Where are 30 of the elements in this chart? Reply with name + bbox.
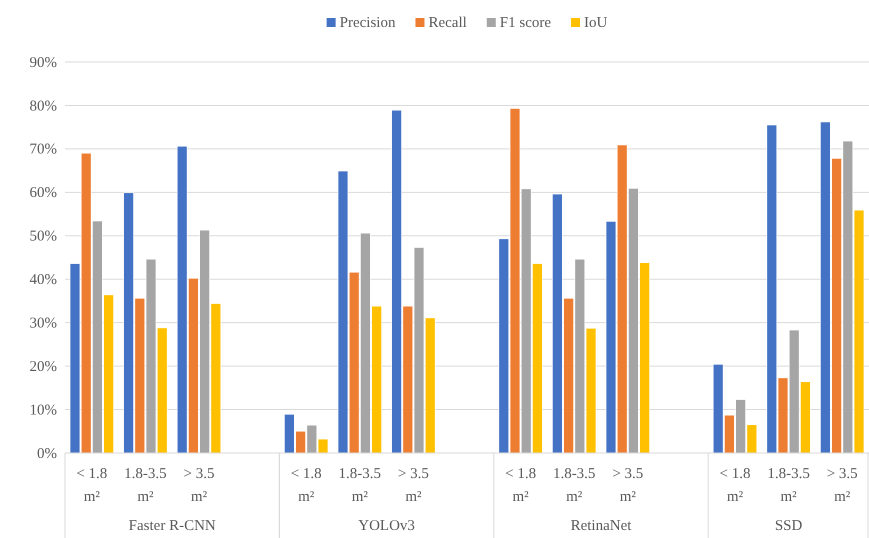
legend-label: Precision bbox=[340, 15, 396, 31]
y-tick-label: 10% bbox=[30, 402, 57, 418]
x-tick-label: < 1.8 m² bbox=[720, 466, 750, 505]
y-tick-label: 80% bbox=[30, 98, 57, 114]
legend-label: Recall bbox=[428, 15, 467, 31]
x-tick-label: 1.8-3.5 m² bbox=[124, 466, 167, 505]
x-tick-label: > 3.5 m² bbox=[184, 466, 214, 505]
text: Faster R-CNN bbox=[128, 518, 216, 534]
x-tick-label: > 3.5 m² bbox=[826, 466, 858, 505]
text: YOLOv3 bbox=[358, 518, 415, 534]
x-tick-label: < 1.8 m² bbox=[290, 466, 322, 505]
y-tick-label: 90% bbox=[30, 54, 57, 71]
x-tick-label: 1.8-3.5 m² bbox=[552, 466, 596, 505]
x-tick-label: < 1.8 m² bbox=[76, 466, 108, 505]
text: SSD bbox=[774, 518, 803, 534]
x-tick-label: < 1.8 m² bbox=[505, 466, 536, 505]
x-tick-label: > 3.5 m² bbox=[612, 466, 644, 505]
legend-label: IoU bbox=[584, 15, 608, 31]
y-tick-label: 40% bbox=[30, 272, 57, 288]
y-tick-label: 60% bbox=[30, 185, 57, 202]
x-tick-label: > 3.5 m² bbox=[398, 466, 429, 505]
x-tick-label: 1.8-3.5 m² bbox=[338, 466, 382, 505]
y-tick-label: 0% bbox=[37, 446, 57, 462]
legend-label: F1 score bbox=[500, 15, 552, 31]
x-tick-label: 1.8-3.5 m² bbox=[767, 466, 810, 505]
y-tick-label: 50% bbox=[30, 228, 57, 245]
y-tick-label: 70% bbox=[30, 142, 57, 158]
text: RetinaNet bbox=[570, 518, 632, 534]
y-tick-label: 30% bbox=[30, 315, 57, 332]
y-tick-label: 20% bbox=[30, 358, 57, 375]
